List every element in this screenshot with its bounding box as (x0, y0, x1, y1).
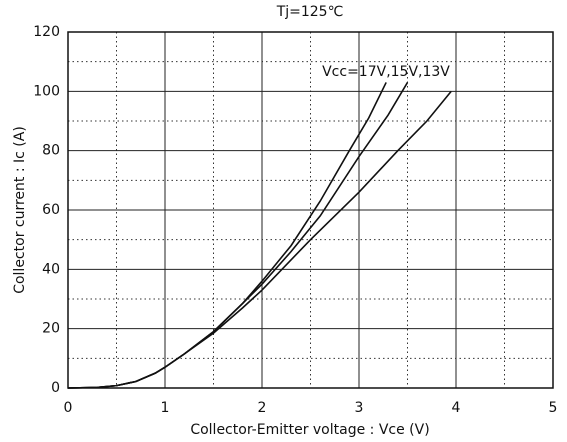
annotation: Vcc=17V,15V,13V (322, 64, 450, 80)
line-series (67, 90, 452, 389)
line-series (67, 82, 409, 389)
y-tick-label: 120 (33, 24, 60, 40)
y-axis-label: Collector current : Ic (A) (12, 126, 28, 294)
x-tick-label: 2 (258, 400, 267, 416)
y-tick-label: 60 (42, 202, 60, 218)
x-tick-label: 4 (452, 400, 461, 416)
y-tick-label: 20 (42, 321, 60, 337)
x-tick-label: 0 (64, 400, 73, 416)
y-tick-label: 40 (42, 261, 60, 277)
y-tick-label: 0 (51, 380, 60, 396)
x-tick-label: 1 (161, 400, 170, 416)
x-tick-label: 5 (549, 400, 558, 416)
plot-frame (67, 31, 554, 389)
line-series (67, 82, 387, 389)
x-axis-label: Collector-Emitter voltage : Vce (V) (190, 422, 429, 438)
y-tick-label: 100 (33, 83, 60, 99)
y-tick-label: 80 (42, 143, 60, 159)
x-tick-label: 3 (355, 400, 364, 416)
chart-title: Tj=125℃ (276, 4, 344, 20)
